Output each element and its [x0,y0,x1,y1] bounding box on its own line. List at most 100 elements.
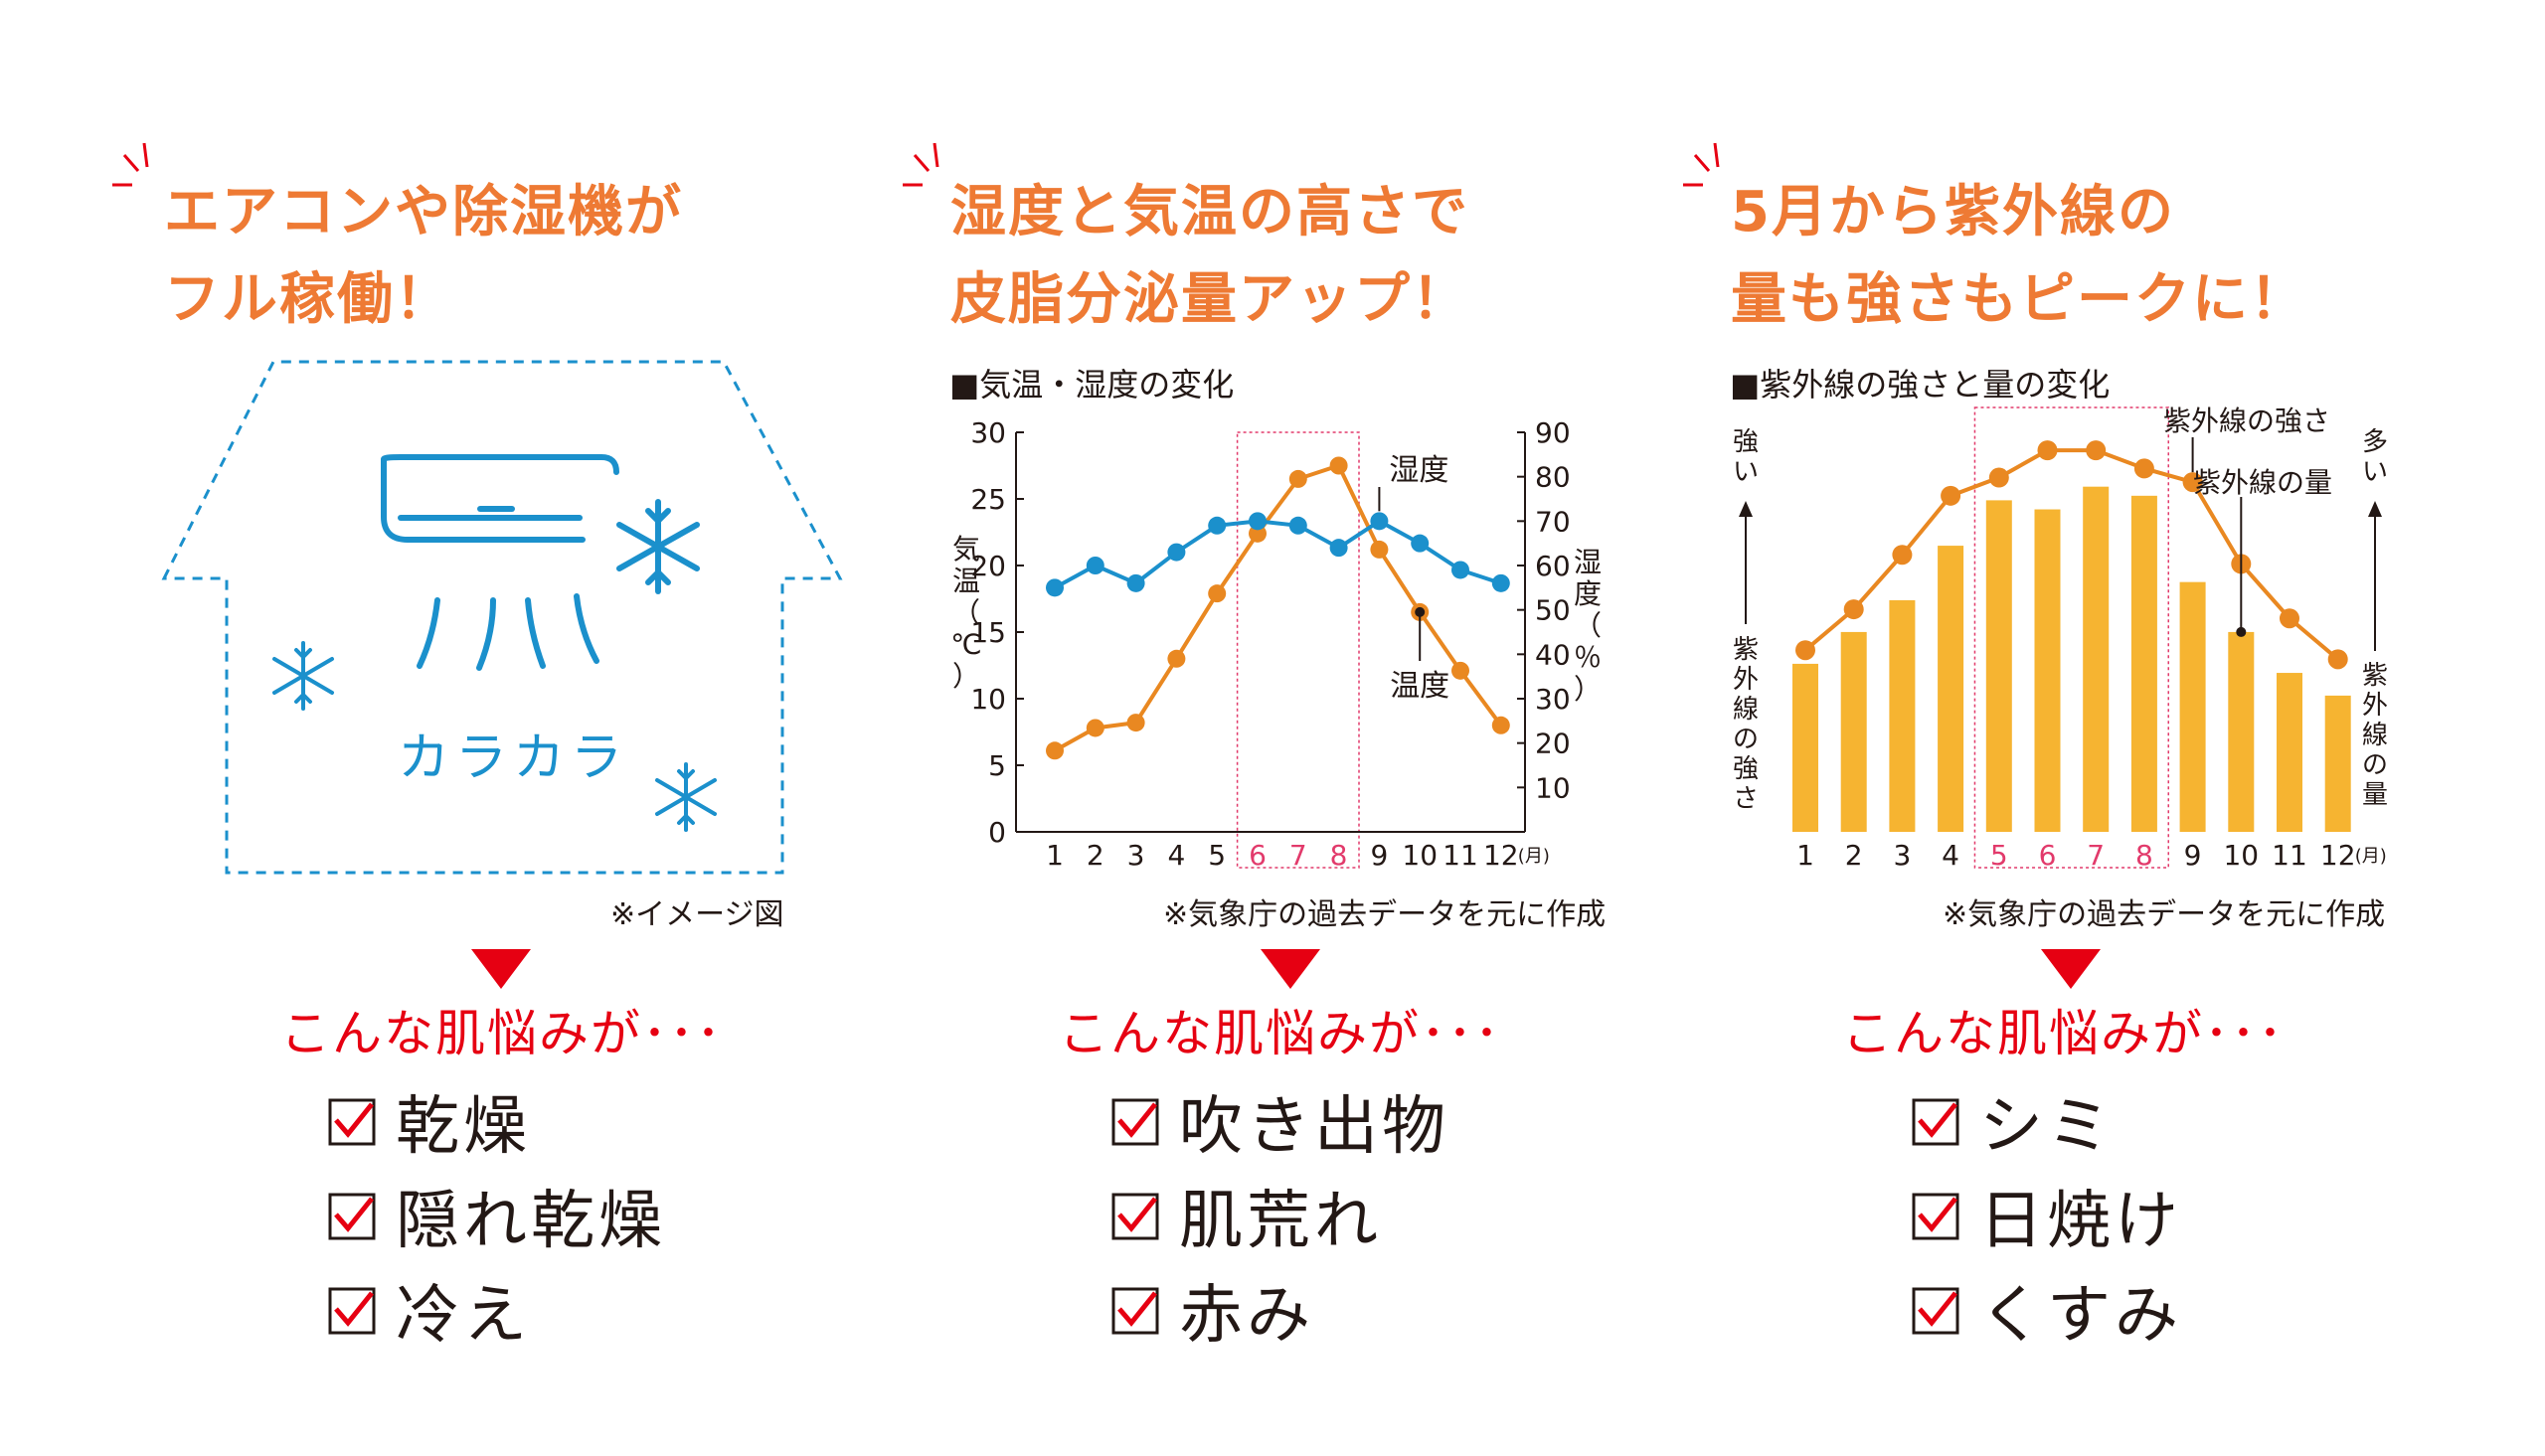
checkbox-checked-icon [328,1193,376,1239]
y-right-tick-label: 90 [1535,416,1571,449]
y-right-axis-title-char: 湿 [1574,546,1602,578]
data-point [1941,485,1961,506]
snowflake-icon [655,762,717,832]
bar [2083,486,2110,832]
x-tick-label: 3 [1893,839,1911,872]
y-left-axis-title-char: 温 [952,565,980,597]
data-point [1795,640,1815,661]
right-axis-bottom-char: 外 [2362,691,2388,721]
worry-heading: こんな肌悩みが･･･ [1059,1005,1501,1062]
headline: エアコンや除湿機が フル稼働！ [164,169,683,344]
checkbox-checked-icon [328,1287,376,1334]
x-tick-label: 12 [1483,839,1519,872]
y-right-tick-label: 80 [1535,461,1571,494]
checkbox-checked-icon [1912,1287,1959,1334]
headline-line-1: エアコンや除湿機が [164,180,683,244]
y-right-tick-label: 10 [1535,771,1571,804]
data-point [1126,573,1145,592]
y-right-tick-label: 50 [1535,594,1571,627]
data-point [1329,456,1348,475]
y-left-tick-label: 20 [970,550,1006,582]
data-point [1892,545,1913,566]
series-line [1803,448,2339,661]
checklist-label: シミ [1979,1089,2115,1164]
burst-icon [903,142,939,187]
data-point [1491,573,1510,592]
y-right-tick-label: 60 [1535,550,1571,582]
y-right-axis-title-char: （ [1574,609,1602,642]
checklist-item: シミ [1912,1073,2182,1168]
left-axis-bottom-char: 線 [1733,695,1759,725]
headline-line-2: 皮脂分泌量アップ！ [950,267,1469,332]
bar [2324,695,2351,832]
burst-icon [1683,142,1720,187]
highlight-box [1236,431,1360,869]
y-left-axis-title-char: ℃ [950,628,981,661]
right-axis-bottom-char: 線 [2362,721,2388,750]
x-tick-label: 10 [2223,839,2259,872]
y-right-tick-label: 70 [1535,505,1571,538]
y-right-axis-title-char: ） [1574,673,1602,706]
left-axis-bottom-char: さ [1733,784,1759,814]
checklist-label: 隠れ乾燥 [396,1184,666,1258]
data-point [1288,469,1307,488]
x-tick-label: 6 [1249,839,1267,872]
checkbox-checked-icon [1912,1193,1959,1239]
headline-line-1: 5月から紫外線の [1731,180,2175,244]
series-line [1054,519,1502,590]
right-axis-bottom-char: の [2362,750,2388,780]
bar [1840,631,1867,832]
data-point [2133,458,2154,479]
data-point [1451,561,1469,579]
concern-checklist: 吹き出物 肌荒れ 赤み [1111,1073,1449,1357]
x-tick-label: 12 [2320,839,2356,872]
uv-amount-series-label: 紫外線の量 [2193,466,2332,499]
x-tick-label: 9 [1370,839,1388,872]
house-illustration: カラカラ [161,360,843,875]
checklist-label: 肌荒れ [1179,1184,1382,1258]
bar [2034,509,2061,832]
data-point [1451,661,1469,680]
y-left-tick-label: 5 [988,749,1006,782]
checklist-item: くすみ [1912,1262,2182,1357]
checklist-item: 乾燥 [328,1073,666,1168]
data-point [1370,512,1389,531]
x-tick-label: 9 [2184,839,2202,872]
x-tick-label: 6 [2039,839,2057,872]
data-point [1086,557,1104,574]
headline: 5月から紫外線の 量も強さもピークに！ [1731,169,2307,344]
data-point [1046,578,1064,597]
checklist-item: 肌荒れ [1111,1168,1449,1262]
data-point [1491,716,1510,734]
checkbox-checked-icon [1111,1287,1159,1334]
data-point [1329,539,1348,558]
data-point [1167,649,1186,668]
checkbox-checked-icon [328,1098,376,1145]
concern-checklist: シミ 日焼け くすみ [1912,1073,2182,1357]
checkbox-checked-icon [1111,1193,1159,1239]
x-unit-label: (月) [2355,846,2387,867]
snowflake-icon [616,499,700,594]
data-point [2182,472,2203,493]
down-triangle-icon [1261,949,1320,989]
right-axis-bottom-char: 量 [2362,780,2388,810]
bar [1792,663,1818,832]
checklist-label: くすみ [1979,1278,2182,1353]
snowflake-icon [272,641,334,711]
x-tick-label: 4 [1167,839,1185,872]
left-axis-bottom-char: 紫 [1733,635,1759,665]
data-point [1249,512,1267,531]
chart-title: ■気温・湿度の変化 [949,366,1235,404]
headline: 湿度と気温の高さで 皮脂分泌量アップ！ [950,169,1469,344]
x-tick-label: 2 [1845,839,1863,872]
x-tick-label: 11 [2272,839,2307,872]
checklist-label: 日焼け [1979,1184,2182,1258]
panel-air-conditioning: エアコンや除湿機が フル稼働！ カラカラ ※イメージ図 こんな [0,0,848,1456]
y-left-axis-title-char: 気 [952,533,980,566]
house-icon [161,360,843,875]
checklist-label: 赤み [1179,1278,1314,1353]
y-right-tick-label: 20 [1535,728,1571,760]
worry-heading: こんな肌悩みが･･･ [1842,1005,2285,1062]
